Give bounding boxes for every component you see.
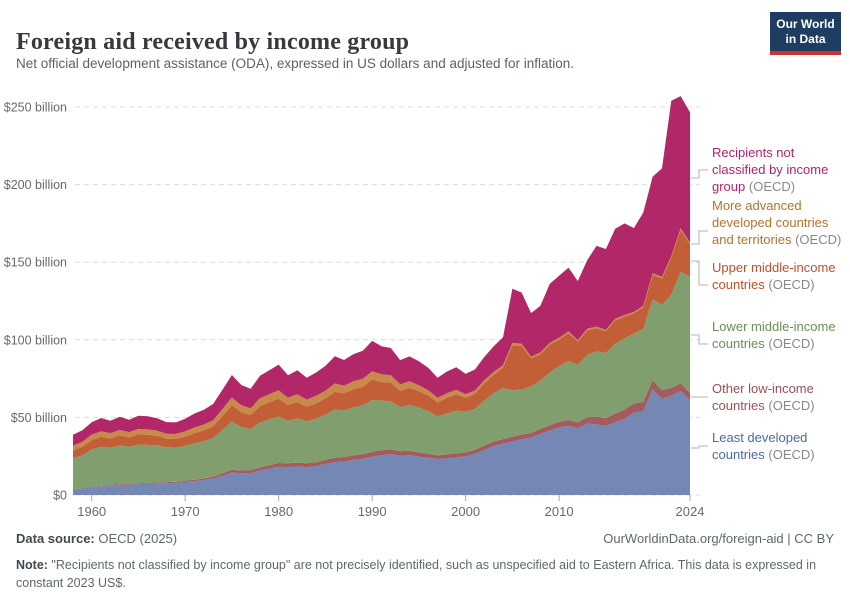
x-axis-label-1970: 1970	[171, 504, 200, 519]
legend-item-more-advanced-developed[interactable]: More advanced developed countries and te…	[712, 197, 844, 248]
footer-source-row: Data source: OECD (2025) OurWorldinData.…	[16, 531, 834, 546]
y-axis-label-150: $150 billion	[4, 256, 67, 270]
area-series-lower-middle-income[interactable]	[73, 271, 690, 490]
legend-item-label: Least developed countries	[712, 430, 808, 462]
legend-item-suffix: (OECD)	[768, 447, 815, 462]
x-axis-label-1980: 1980	[264, 504, 293, 519]
data-source-label: Data source:	[16, 531, 95, 546]
x-axis-label-1990: 1990	[358, 504, 387, 519]
x-axis-label-2024: 2024	[676, 504, 705, 519]
y-axis-label-50: $50 billion	[11, 411, 67, 425]
legend-item-other-low-income-countries[interactable]: Other low-income countries (OECD)	[712, 380, 844, 414]
y-axis-label-0: $0	[53, 489, 67, 503]
x-axis-label-1960: 1960	[77, 504, 106, 519]
footer-note: Note: "Recipients not classified by inco…	[16, 556, 834, 592]
legend-item-label: Other low-income countries	[712, 381, 814, 413]
x-axis-label-2000: 2000	[451, 504, 480, 519]
stacked-area-chart[interactable]: $0 $50 billion $100 billion $150 billion $20…	[0, 88, 850, 525]
legend-connector-more-advanced	[691, 230, 708, 245]
legend-item-suffix: (OECD)	[768, 398, 815, 413]
owid-logo: Our World in Data	[770, 12, 841, 56]
legend-item-suffix: (OECD)	[768, 277, 815, 292]
footer-note-text: "Recipients not classified by income gro…	[16, 558, 817, 591]
legend-connector-least-developed	[691, 445, 708, 449]
chart-subtitle: Net official development assistance (ODA…	[16, 56, 575, 71]
legend-connector-lower-middle-income	[691, 334, 708, 345]
legend-item-suffix: (OECD)	[795, 232, 842, 247]
area-series-upper-middle-income[interactable]	[73, 229, 690, 459]
footer-note-label: Note:	[16, 558, 48, 572]
legend-item-lower-middle-income-countries[interactable]: Lower middle-income countries (OECD)	[712, 318, 844, 352]
area-series-not-classified[interactable]	[73, 96, 690, 446]
legend-item-label: Lower middle-income countries	[712, 319, 836, 351]
data-source-value: OECD (2025)	[94, 531, 178, 546]
legend-item-label: More advanced developed countries and te…	[712, 198, 829, 247]
y-axis-label-100: $100 billion	[4, 333, 67, 347]
legend-item-upper-middle-income-countries[interactable]: Upper middle-income countries (OECD)	[712, 259, 844, 293]
area-series-least-developed[interactable]	[73, 389, 690, 496]
legend-item-suffix: (OECD)	[748, 179, 796, 194]
legend-item-label: Recipients not classified by income grou…	[712, 145, 829, 194]
legend-item-recipients-not-classified[interactable]: Recipients not classified by income grou…	[712, 144, 844, 195]
owid-logo-line1: Our World	[776, 17, 835, 31]
legend-item-least-developed-countries[interactable]: Least developed countries (OECD)	[712, 429, 844, 463]
owid-logo-line2: in Data	[785, 31, 826, 46]
x-axis-label-2010: 2010	[545, 504, 574, 519]
legend-connector-upper-middle-income	[691, 260, 708, 286]
page-title: Foreign aid received by income group	[16, 29, 410, 56]
legend-item-label: Upper middle-income countries	[712, 260, 836, 292]
legend-item-suffix: (OECD)	[768, 336, 815, 351]
y-axis-label-250: $250 billion	[4, 101, 67, 115]
y-axis-label-200: $200 billion	[4, 178, 67, 192]
legend-connector-not-classified	[691, 169, 708, 179]
owid-credit-link[interactable]: OurWorldinData.org/foreign-aid | CC BY	[603, 531, 834, 546]
